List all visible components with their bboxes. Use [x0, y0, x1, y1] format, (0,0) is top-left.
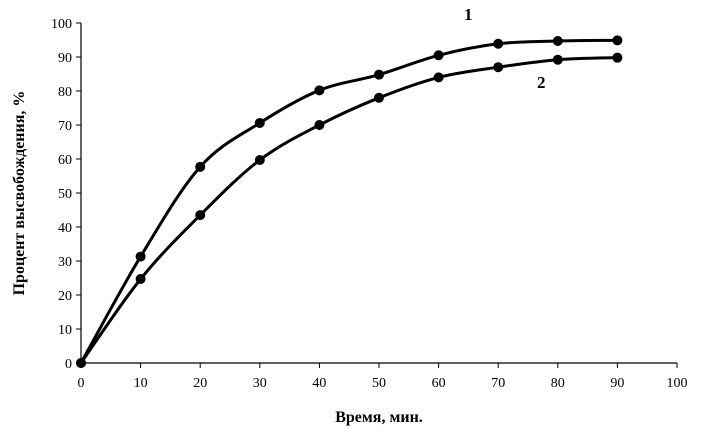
- series-1-point: [374, 69, 384, 80]
- series-1-point: [552, 36, 563, 47]
- x-tick-label: 20: [193, 376, 207, 391]
- x-tick-label: 50: [372, 376, 386, 391]
- x-tick-label: 40: [312, 376, 326, 391]
- y-tick-label: 40: [58, 221, 72, 236]
- series-2-point: [314, 120, 325, 130]
- y-tick-label: 80: [58, 85, 72, 100]
- y-tick-label: 0: [65, 357, 72, 372]
- series-2-point: [552, 54, 563, 65]
- x-tick-label: 100: [667, 376, 688, 391]
- x-ticks: 0 10 20 30 40 50 60 70 80 90 100: [78, 363, 688, 391]
- series-2-point: [76, 358, 86, 368]
- x-tick-label: 10: [134, 376, 148, 391]
- series-1-point: [135, 251, 146, 262]
- series-2-point: [612, 52, 623, 63]
- y-tick-label: 50: [58, 187, 72, 202]
- y-ticks: 0 10 20 30 40 50 60 70 80 90 100: [51, 17, 81, 372]
- x-axis-label: Время, мин.: [335, 409, 423, 426]
- series-group: [76, 35, 623, 368]
- series-1-point: [612, 35, 623, 46]
- series-2-line: [79, 56, 618, 364]
- series-2-point: [493, 62, 504, 73]
- y-tick-label: 100: [51, 17, 72, 32]
- x-tick-label: 0: [78, 376, 85, 391]
- series-1-point: [314, 85, 325, 96]
- series-1-point: [195, 161, 206, 172]
- x-tick-label: 70: [491, 376, 505, 391]
- x-tick-label: 90: [610, 376, 624, 391]
- x-tick-label: 30: [253, 376, 267, 391]
- series-1-point: [254, 117, 265, 128]
- y-tick-label: 20: [58, 289, 72, 304]
- y-tick-label: 10: [58, 323, 72, 338]
- series-2-point: [195, 210, 206, 221]
- series-2-point: [374, 92, 384, 103]
- series-2-label: 2: [537, 73, 546, 92]
- series-2-point: [433, 72, 444, 83]
- series-1-point: [433, 50, 444, 61]
- y-tick-label: 70: [58, 119, 72, 134]
- y-tick-label: 90: [58, 51, 72, 66]
- series-2-point: [254, 155, 265, 166]
- series-1-label: 1: [464, 5, 473, 24]
- series-2-point: [135, 274, 146, 285]
- x-tick-label: 80: [551, 376, 565, 391]
- x-tick-label: 60: [432, 376, 446, 391]
- y-tick-label: 60: [58, 153, 72, 168]
- series-1-point: [493, 38, 504, 49]
- y-axis-label: Процент высвобождения, %: [11, 91, 28, 296]
- y-tick-label: 30: [58, 255, 72, 270]
